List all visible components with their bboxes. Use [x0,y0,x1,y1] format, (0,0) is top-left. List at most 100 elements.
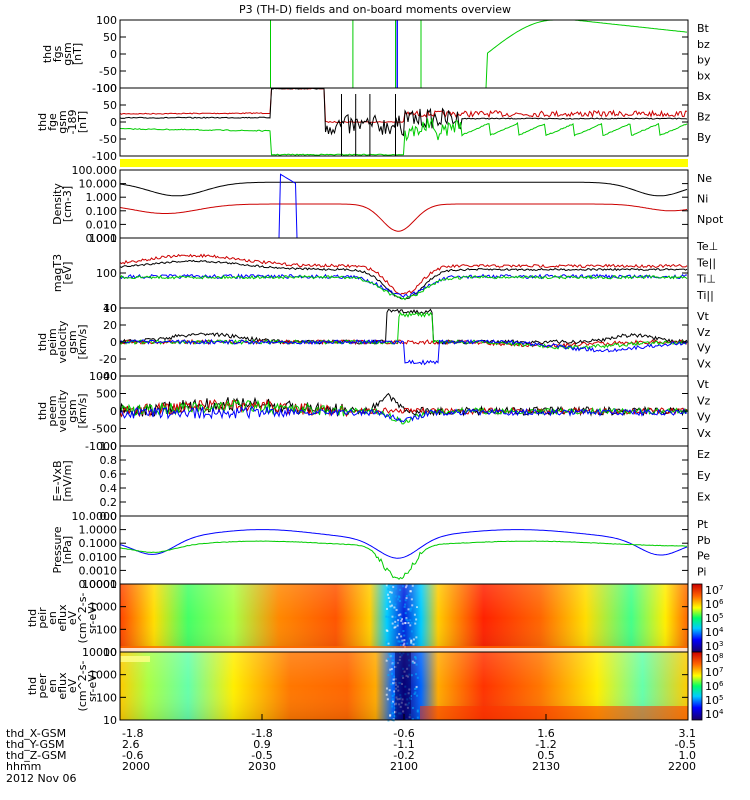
svg-text:[nT]: [nT] [71,43,84,65]
y-tick-label: -50 [99,133,117,146]
legend-entry: Vy [697,342,711,355]
colorbar-tick: 103 [705,640,723,653]
y-tick-label: -20 [99,353,117,366]
svg-text:eV: eV [66,678,79,693]
legend-entry: Pb [697,534,711,547]
legend-entry: Npot [697,213,724,226]
x-tick-value: -0.6 [122,749,143,762]
y-axis-label: magT3[eV] [51,254,74,292]
y-tick-label: -100 [92,82,117,95]
svg-text:[cm-3]: [cm-3] [61,186,74,222]
y-tick-label: 500 [96,388,117,401]
x-tick-value: 3.1 [679,727,697,740]
svg-text:gsm: gsm [66,330,79,353]
svg-text:(cm^2-s-: (cm^2-s- [76,661,89,712]
legend-entry: Bt [697,22,710,35]
svg-text:[km/s]: [km/s] [76,393,89,428]
svg-text:thd: thd [26,677,39,695]
svg-text:[km/s]: [km/s] [76,324,89,359]
y-tick-label: 10000 [82,646,117,659]
colorbar-tick: 105 [705,612,723,625]
colorbar-peir [691,583,703,653]
y-tick-label: 100 [96,14,117,27]
x-tick-value: -0.5 [675,738,696,751]
y-tick-label: 0.0010 [79,564,118,577]
y-tick-label: 40 [103,302,117,315]
x-tick-value: -1.8 [251,727,272,740]
legend-entry: bz [697,38,710,51]
svg-text:eflux: eflux [56,604,69,632]
svg-text:en: en [46,679,59,693]
x-row-label: hhmm [6,760,41,773]
x-tick-value: -1.2 [535,738,556,751]
y-tick-label: 50 [103,31,117,44]
y-tick-label: 1000 [89,370,117,383]
y-tick-label: 10 [103,646,117,659]
y-tick-label: 100 [96,623,117,636]
colorbar-tick: 104 [705,708,724,721]
y-tick-label: 0.0 [100,510,118,523]
svg-text:fge: fge [46,113,59,131]
panels-group: 100500-50-100thdfgsgsm[nT]Btbzbybx100500… [26,14,724,727]
y-tick-label: 1000 [89,232,117,245]
svg-text:-189: -189 [66,110,79,135]
y-tick-label: 0.8 [100,454,118,467]
x-tick-value: 2130 [532,760,560,773]
svg-text:peir: peir [36,607,49,629]
y-tick-label: 0.0100 [79,551,118,564]
y-tick-label: 1000 [89,669,117,682]
y-tick-label: 1.0 [100,440,118,453]
svg-text:Density: Density [51,183,64,225]
y-tick-label: 100.000 [72,164,118,177]
x-row-label: 2012 Nov 06 [6,772,76,785]
svg-text:[mV/m]: [mV/m] [61,460,74,501]
x-tick-value: -0.2 [393,749,414,762]
colorbar-peer [691,651,703,721]
svg-text:peem: peem [46,395,59,426]
legend-entry: By [697,131,712,144]
legend-entry: by [697,54,711,67]
x-tick-value: 1.6 [537,727,555,740]
legend-entry: Pi [697,565,706,578]
x-tick-value: 2100 [390,760,418,773]
legend-entry: Ez [697,448,710,461]
legend-entry: Vt [697,378,710,391]
y-tick-label: -40 [99,370,117,383]
y-tick-label: 10000 [82,578,117,591]
svg-text:eV: eV [66,610,79,625]
y-tick-label: 0 [110,336,117,349]
colorbar-tick: 107 [705,584,723,597]
svg-text:thd: thd [26,609,39,627]
x-tick-value: -1.8 [122,727,143,740]
legend-entry: Ti|| [696,289,714,302]
x-row-label: thd_Z-GSM [6,749,66,762]
y-tick-label: 50 [103,99,117,112]
y-tick-label: 0.001 [86,232,118,245]
x-row-label: thd_X-GSM [6,727,66,740]
panel-temp: 1000 100 10 magT3[eV] Te⊥ Te|| Ti⊥ Ti|| [51,232,718,315]
y-tick-label: 20 [103,319,117,332]
legend-entry: Vx [697,427,712,440]
legend-entry: Ni [697,193,708,206]
y-axis-label: Pressure[nPa] [51,526,74,573]
y-tick-label: 10 [103,714,117,727]
legend-entry: bx [697,69,711,82]
x-tick-value: 2.6 [122,738,140,751]
y-tick-label: 100 [96,82,117,95]
x-tick-value: -0.6 [393,727,414,740]
x-tick-value: 2030 [248,760,276,773]
y-tick-label: 0 [110,405,117,418]
svg-text:velocity: velocity [56,320,69,363]
legend-entry: Ex [697,490,711,503]
y-axis-label: E=-VxB[mV/m] [51,460,74,501]
y-tick-label: 0.010 [86,218,118,231]
svg-text:[nT]: [nT] [76,111,89,133]
legend-entry: Ey [697,469,711,482]
